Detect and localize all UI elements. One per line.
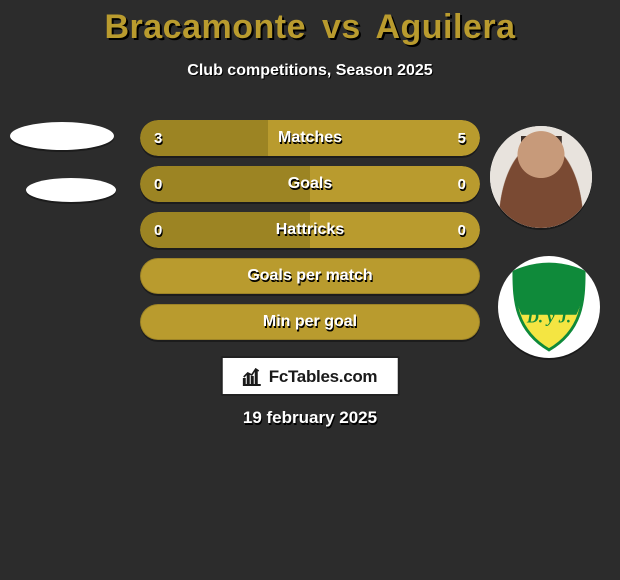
bar-left-fill xyxy=(140,212,310,248)
stat-row: Min per goal xyxy=(140,304,480,340)
comparison-card: Bracamonte vs Aguilera Club competitions… xyxy=(0,0,620,580)
stat-row: Hattricks00 xyxy=(140,212,480,248)
title-left: Bracamonte xyxy=(104,8,306,46)
date-text: 19 february 2025 xyxy=(0,408,620,428)
bar-chart-icon xyxy=(243,368,263,386)
right-player-avatar xyxy=(490,126,592,228)
left-team-placeholder xyxy=(26,178,116,202)
stat-row: Goals00 xyxy=(140,166,480,202)
stat-label: Goals per match xyxy=(140,267,480,285)
right-team-logo: D. y J. xyxy=(498,256,600,358)
stat-row: Matches35 xyxy=(140,120,480,156)
title-vs: vs xyxy=(322,8,361,46)
title-right: Aguilera xyxy=(375,8,515,46)
stat-label: Min per goal xyxy=(140,313,480,331)
shield-icon: D. y J. xyxy=(510,262,588,352)
left-player-placeholder xyxy=(10,122,114,150)
team-initials: D. y J. xyxy=(526,308,571,327)
bar-right-fill xyxy=(268,120,481,156)
bar-left-fill xyxy=(140,166,310,202)
page-title: Bracamonte vs Aguilera xyxy=(0,8,620,47)
stat-row: Goals per match xyxy=(140,258,480,294)
branding-box: FcTables.com xyxy=(221,356,400,396)
bar-right-fill xyxy=(310,212,480,248)
subtitle: Club competitions, Season 2025 xyxy=(0,62,620,80)
stats-bars: Matches35 Goals00 Hattricks00 Goals per mat… xyxy=(140,120,480,350)
branding-text: FcTables.com xyxy=(269,367,378,387)
bar-left-fill xyxy=(140,120,268,156)
player-photo-icon xyxy=(490,126,592,228)
bar-right-fill xyxy=(310,166,480,202)
